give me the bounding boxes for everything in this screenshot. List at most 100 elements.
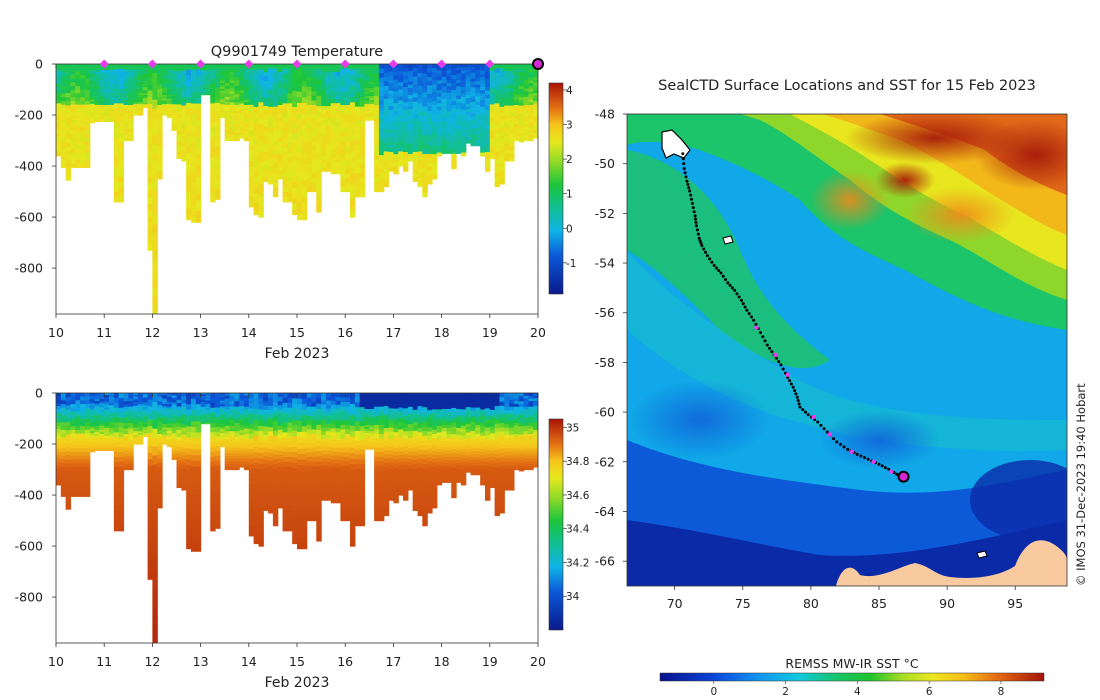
sal-profile-cell <box>181 458 187 463</box>
sal-profile-cell <box>340 420 346 426</box>
temp-profile-cell <box>350 124 356 131</box>
sal-profile-cell <box>166 421 173 425</box>
temp-profile-cell <box>403 67 409 73</box>
sal-profile-cell <box>104 436 110 439</box>
sal-profile-cell <box>325 419 332 425</box>
temp-profile-cell <box>104 100 110 104</box>
sal-profile-cell <box>181 413 187 418</box>
sal-profile-cell <box>253 500 260 507</box>
temp-profile-cell <box>311 141 317 147</box>
sal-profile-cell <box>166 408 173 411</box>
temp-profile-cell <box>282 88 288 95</box>
sal-profile-cell <box>393 440 399 445</box>
temp-profile-cell <box>518 77 525 82</box>
sal-profile-cell <box>364 443 370 446</box>
sal-profile-cell <box>383 432 390 438</box>
temp-profile-cell <box>436 119 443 124</box>
temp-profile-cell <box>335 79 341 85</box>
temp-profile-cell <box>480 93 486 98</box>
sal-profile-cell <box>354 435 361 441</box>
temp-profile-cell <box>407 74 414 79</box>
sal-profile-cell <box>345 502 351 508</box>
temp-profile-cell <box>243 66 250 71</box>
sal-profile-cell <box>248 479 255 486</box>
sal-profile-cell <box>118 471 125 478</box>
temp-profile-cell <box>412 172 419 178</box>
temp-profile-cell <box>80 67 86 72</box>
temp-profile-cell <box>113 83 120 90</box>
sal-profile-cell <box>272 520 279 527</box>
temp-profile-cell <box>162 100 168 103</box>
sal-profile-cell <box>215 393 221 399</box>
temp-profile-cell <box>248 84 255 91</box>
temp-profile-cell <box>388 102 394 107</box>
temp-profile-cell <box>292 85 298 92</box>
sal-profile-cell <box>330 412 337 418</box>
temp-profile-cell <box>60 126 67 132</box>
sal-profile-cell <box>330 420 337 425</box>
temp-profile-cell <box>489 144 496 149</box>
temp-profile-cell <box>113 108 120 114</box>
temp-profile-cell <box>268 158 274 164</box>
temp-profile-cell <box>56 67 62 72</box>
temp-profile-cell <box>504 119 510 124</box>
sal-profile-cell <box>258 447 264 454</box>
sal-profile-cell <box>84 440 91 446</box>
temp-profile-cell <box>412 114 419 120</box>
sal-profile-cell <box>142 431 149 434</box>
sal-profile-cell <box>137 422 144 425</box>
sal-profile-cell <box>219 408 226 411</box>
temp-profile-cell <box>422 78 428 84</box>
temp-profile-cell <box>475 72 481 77</box>
temp-profile-cell <box>258 184 264 191</box>
temp-profile-cell <box>504 143 510 148</box>
sal-profile-cell <box>118 506 125 512</box>
sal-profile-cell <box>378 393 385 399</box>
sal-profile-cell <box>359 459 366 465</box>
temp-profile-cell <box>475 139 481 144</box>
sal-profile-cell <box>354 416 361 423</box>
temp-profile-cell <box>427 89 433 95</box>
sal-profile-cell <box>354 459 361 465</box>
sal-profile-cell <box>181 451 187 456</box>
temp-profile-cell <box>306 177 313 184</box>
temp-profile-cell <box>195 210 202 218</box>
sal-profile-cell <box>89 401 96 405</box>
sal-profile-cell <box>258 535 264 542</box>
temp-profile-cell <box>456 150 462 154</box>
sal-profile-cell <box>123 393 129 397</box>
temp-profile-cell <box>489 107 496 112</box>
temp-profile-cell <box>509 157 515 162</box>
temp-profile-cell <box>441 124 448 129</box>
sal-profile-cell <box>354 464 361 470</box>
temp-profile-cell <box>316 100 322 107</box>
temp-profile-cell <box>277 166 284 172</box>
temp-profile-cell <box>171 66 178 70</box>
sal-profile-cell <box>325 454 332 459</box>
sal-profile-cell <box>75 422 81 427</box>
sal-profile-cell <box>89 416 96 419</box>
sal-profile-cell <box>306 516 313 522</box>
temp-profile-cell <box>523 129 529 133</box>
temp-profile-cell <box>147 97 153 105</box>
temp-profile-cell <box>205 91 211 94</box>
temp-profile-cell <box>65 134 72 140</box>
sal-profile-cell <box>412 451 419 457</box>
temp-profile-cell <box>186 208 192 215</box>
temp-profile-cell <box>282 172 288 178</box>
profile-marker <box>485 59 495 69</box>
temp-profile-cell <box>523 80 529 84</box>
temp-profile-cell <box>229 94 235 98</box>
sal-profile-cell <box>234 409 240 413</box>
sal-profile-cell <box>340 447 346 453</box>
sal-profile-cell <box>229 398 235 402</box>
sal-profile-cell <box>359 473 366 479</box>
sal-profile-cell <box>128 409 134 413</box>
temp-profile-cell <box>460 142 467 147</box>
temp-profile-cell <box>268 64 274 69</box>
sal-profile-cell <box>186 504 192 511</box>
sal-profile-cell <box>147 406 153 414</box>
temp-profile-cell <box>345 73 351 79</box>
temp-profile-cell <box>325 94 332 100</box>
sal-profile-cell <box>205 422 211 425</box>
